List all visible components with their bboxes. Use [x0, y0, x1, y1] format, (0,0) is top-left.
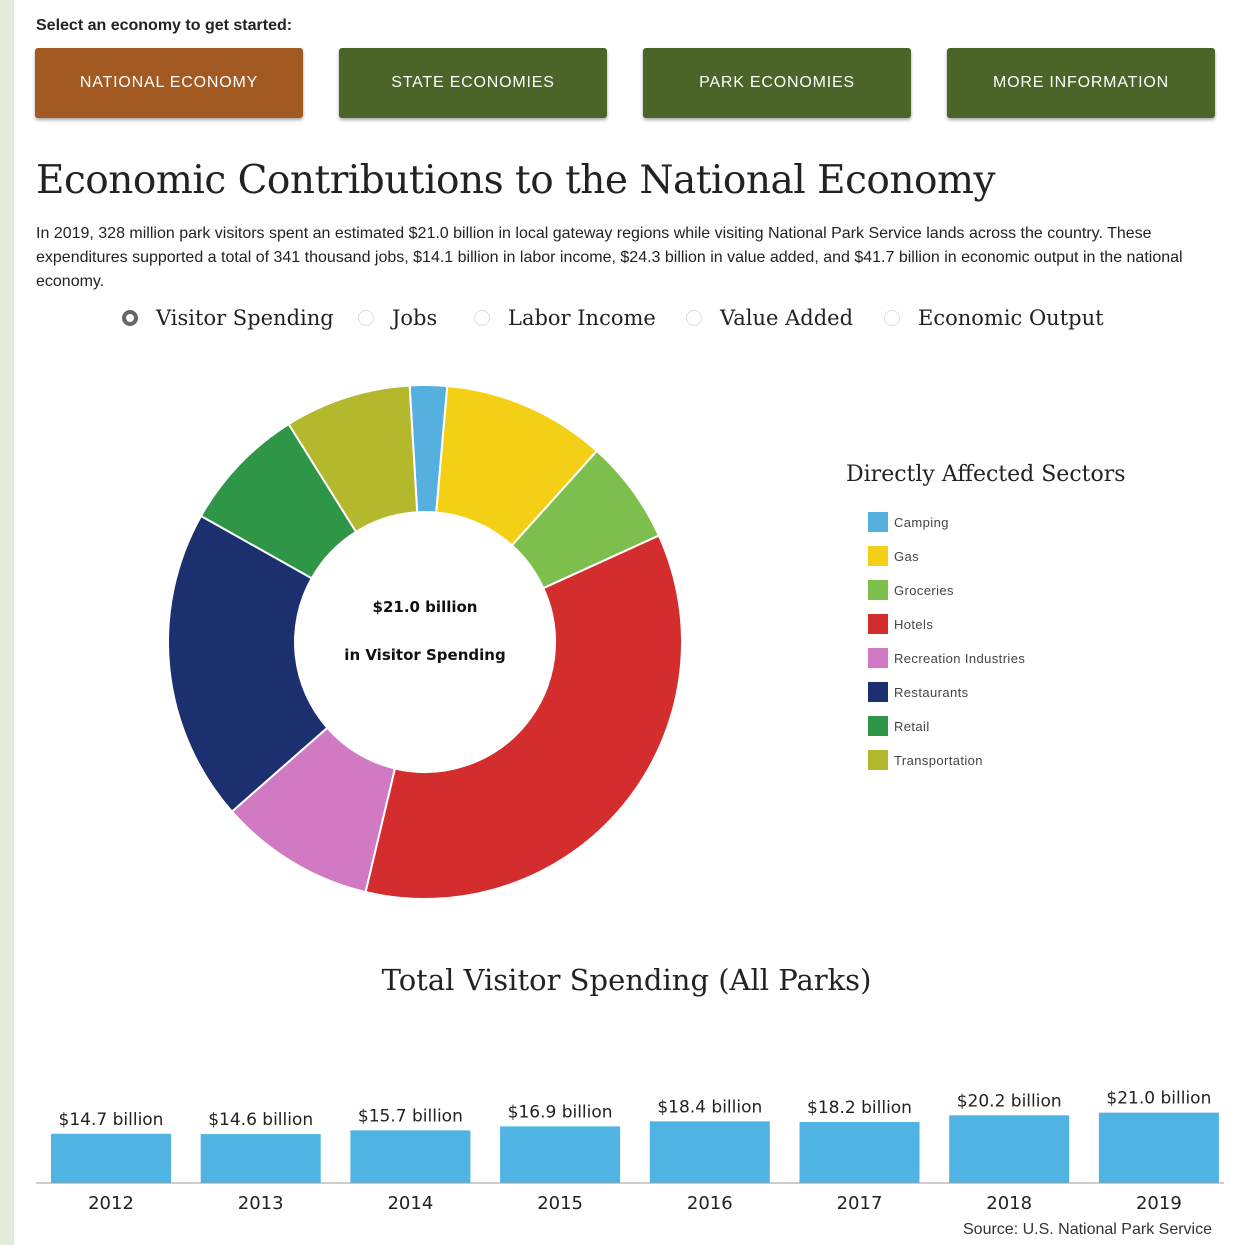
bar-2017[interactable] [799, 1122, 920, 1183]
bar-data-label: $20.2 billion [957, 1091, 1062, 1111]
legend-item-retail[interactable]: Retail [868, 709, 1146, 743]
bar-data-label: $14.6 billion [208, 1110, 313, 1130]
legend-label: Gas [894, 548, 920, 564]
source-note: Source: U.S. National Park Service [963, 1221, 1212, 1238]
legend-swatch [868, 512, 888, 532]
radio-button-icon[interactable] [686, 310, 702, 326]
x-tick-label: 2018 [986, 1193, 1032, 1214]
bar-data-label: $18.4 billion [657, 1097, 762, 1117]
x-tick-label: 2012 [88, 1193, 134, 1214]
total-visitor-spending-bar-chart: $14.7 billion 2012 $14.6 billion 2013 $15.7 … [36, 1089, 1224, 1214]
legend-label: Retail [894, 718, 930, 734]
radio-label: Jobs [392, 306, 438, 330]
radio-button-icon[interactable] [884, 310, 900, 326]
radio-visitor-spending[interactable]: Visitor Spending [122, 306, 334, 330]
page-title: Economic Contributions to the National E… [36, 158, 996, 203]
legend-swatch [868, 546, 888, 566]
legend-swatch [868, 648, 888, 668]
bar-data-label: $16.9 billion [508, 1102, 613, 1122]
legend-item-recreation-industries[interactable]: Recreation Industries [868, 641, 1146, 675]
bar-2014[interactable] [350, 1130, 471, 1183]
bar-data-label: $14.7 billion [59, 1110, 164, 1130]
radio-label: Visitor Spending [156, 306, 334, 330]
legend-label: Hotels [894, 616, 934, 632]
radio-button-icon[interactable] [474, 310, 490, 326]
radio-labor-income[interactable]: Labor Income [474, 306, 656, 330]
radio-value-added[interactable]: Value Added [686, 306, 853, 330]
legend-label: Restaurants [894, 684, 969, 700]
economy-nav: NATIONAL ECONOMY STATE ECONOMIES PARK EC… [35, 48, 1219, 120]
radio-label: Value Added [720, 306, 854, 330]
x-tick-label: 2015 [537, 1193, 583, 1214]
bar-2012[interactable] [51, 1133, 171, 1183]
radio-jobs[interactable]: Jobs [358, 306, 437, 330]
x-tick-label: 2017 [837, 1193, 883, 1214]
legend-item-gas[interactable]: Gas [868, 539, 1146, 573]
radio-economic-output[interactable]: Economic Output [884, 306, 1104, 330]
intro-paragraph: In 2019, 328 million park visitors spent… [36, 225, 1183, 290]
legend-label: Transportation [894, 752, 983, 768]
legend-label: Camping [894, 514, 949, 530]
more-information-button[interactable]: MORE INFORMATION [947, 48, 1215, 118]
legend-title: Directly Affected Sectors [846, 462, 1126, 487]
legend-swatch [868, 580, 888, 600]
legend-swatch [868, 716, 888, 736]
legend-swatch [868, 682, 888, 702]
donut-center-value: $21.0 billion [373, 598, 478, 616]
radio-button-icon[interactable] [358, 310, 374, 326]
bar-2016[interactable] [649, 1121, 770, 1183]
bar-2019[interactable] [1098, 1112, 1219, 1183]
x-tick-label: 2016 [687, 1193, 733, 1214]
donut-slice-transportation[interactable] [287, 384, 419, 534]
bar-chart-title: Total Visitor Spending (All Parks) [381, 963, 872, 997]
legend-label: Groceries [894, 582, 954, 598]
radio-label: Economic Output [918, 306, 1104, 330]
legend-item-groceries[interactable]: Groceries [868, 573, 1146, 607]
legend-label: Recreation Industries [894, 650, 1026, 666]
x-tick-label: 2019 [1136, 1193, 1182, 1214]
legend-item-transportation[interactable]: Transportation [868, 743, 1146, 777]
radio-label: Labor Income [508, 306, 656, 330]
national-economy-button[interactable]: NATIONAL ECONOMY [35, 48, 303, 118]
x-tick-label: 2013 [238, 1193, 284, 1214]
bar-data-label: $18.2 billion [807, 1098, 912, 1118]
radio-button-icon[interactable] [122, 310, 138, 326]
legend-swatch [868, 614, 888, 634]
page: Select an economy to get started: NATION… [14, 0, 1239, 1245]
donut-slice-restaurants[interactable] [167, 514, 329, 813]
legend-items: Camping Gas Groceries Hotels Recreation Indu… [846, 505, 1146, 777]
park-economies-button[interactable]: PARK ECONOMIES [643, 48, 911, 118]
visitor-spending-donut-chart: $21.0 billion in Visitor Spending [167, 384, 683, 900]
legend-item-hotels[interactable]: Hotels [868, 607, 1146, 641]
donut-center-label: in Visitor Spending [344, 646, 505, 664]
donut-slice-hotels[interactable] [364, 534, 683, 900]
legend-swatch [868, 750, 888, 770]
bar-data-label: $21.0 billion [1106, 1089, 1211, 1109]
bar-data-label: $15.7 billion [358, 1106, 463, 1126]
legend-item-restaurants[interactable]: Restaurants [868, 675, 1146, 709]
economy-prompt: Select an economy to get started: [36, 17, 293, 34]
sector-legend: Directly Affected Sectors Camping Gas Groc… [846, 462, 1146, 777]
bar-2013[interactable] [200, 1134, 321, 1183]
legend-item-camping[interactable]: Camping [868, 505, 1146, 539]
state-economies-button[interactable]: STATE ECONOMIES [339, 48, 607, 118]
x-tick-label: 2014 [387, 1193, 433, 1214]
bar-2015[interactable] [500, 1126, 621, 1183]
bar-2018[interactable] [949, 1115, 1070, 1183]
